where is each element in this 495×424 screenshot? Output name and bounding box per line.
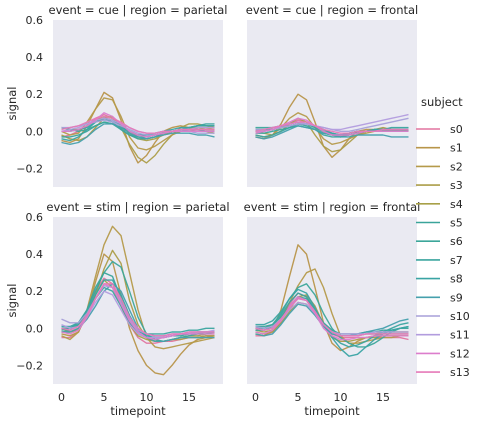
legend-label-s7: s7 [450,254,463,267]
y-tick-label: 0.6 [26,14,44,27]
panel-background [53,20,223,187]
y-tick-label: 0.4 [26,248,44,261]
series-line-s6 [255,283,409,348]
legend-label-s11: s11 [450,329,470,342]
x-axis-label: timepoint [110,404,166,418]
x-tick-label: 15 [376,391,390,404]
series-line-s5 [255,296,409,335]
legend-label-s8: s8 [450,273,463,286]
y-tick-label: 0.0 [26,322,44,335]
legend-label-s1: s1 [450,142,463,155]
panel-title: event = stim | region = parietal [46,200,229,214]
series-line-s12 [61,112,215,138]
y-tick-label: 0.2 [26,285,44,298]
legend-label-s6: s6 [450,235,463,248]
y-tick-label: −0.2 [16,359,43,372]
panel-title: event = cue | region = parietal [49,3,228,17]
series-line-s9 [255,303,409,337]
legend-label-s2: s2 [450,160,463,173]
legend-label-s9: s9 [450,291,463,304]
x-tick-label: 5 [295,391,302,404]
y-tick-label: 0.0 [26,125,44,138]
panel-background [247,20,417,187]
y-axis-label: signal [5,283,19,317]
x-tick-label: 0 [58,391,65,404]
series-line-s13 [255,121,409,134]
legend-title: subject [421,95,463,109]
series-line-s11 [255,113,409,133]
x-tick-label: 15 [182,391,196,404]
legend-label-s10: s10 [450,310,470,323]
x-axis-label: timepoint [304,404,360,418]
x-tick-label: 10 [140,391,154,404]
x-tick-label: 10 [334,391,348,404]
series-line-s13 [61,115,215,134]
panel-title: event = cue | region = frontal [246,3,419,17]
series-line-s9 [61,123,215,146]
legend-label-s13: s13 [450,366,470,379]
x-tick-label: 5 [101,391,108,404]
y-tick-label: 0.4 [26,51,44,64]
series-line-s13 [61,283,215,337]
legend-label-s3: s3 [450,179,463,192]
legend-label-s4: s4 [450,198,463,211]
x-tick-label: 0 [252,391,259,404]
panel-title: event = stim | region = frontal [244,200,421,214]
series-line-s12 [255,296,409,341]
series-line-s6 [61,260,215,342]
legend-label-s0: s0 [450,123,463,136]
y-tick-label: 0.6 [26,211,44,224]
panel-background [247,217,417,384]
legend-label-s5: s5 [450,217,463,230]
series-line-s13 [255,297,409,337]
y-tick-label: 0.2 [26,88,44,101]
y-axis-label: signal [5,86,19,120]
legend-label-s12: s12 [450,347,470,360]
series-line-s12 [61,283,215,341]
panel-background [53,217,223,384]
y-tick-label: −0.2 [16,162,43,175]
